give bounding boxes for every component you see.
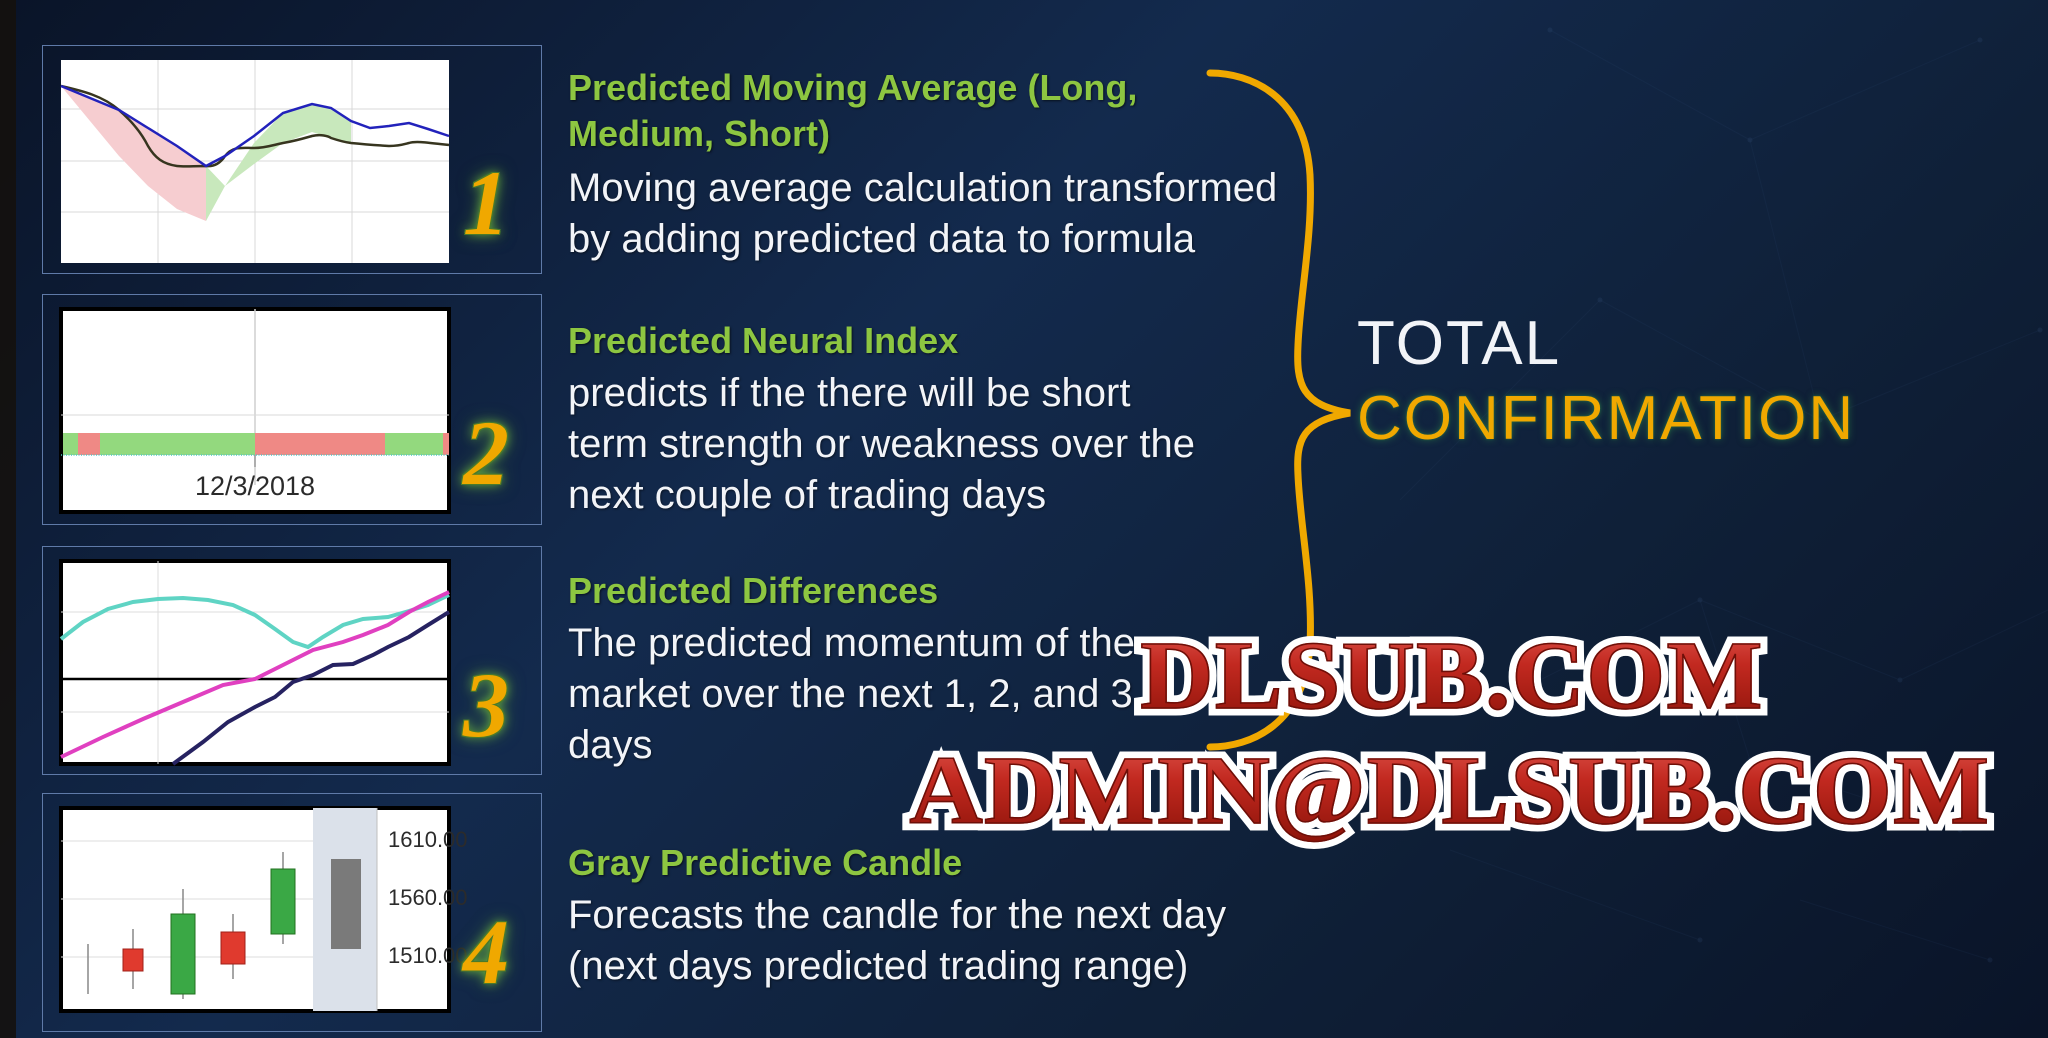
svg-text:1610.00: 1610.00 [388,827,468,852]
svg-text:12/3/2018: 12/3/2018 [195,471,315,501]
svg-text:1510.00: 1510.00 [388,943,468,968]
svg-text:1560.00: 1560.00 [388,885,468,910]
